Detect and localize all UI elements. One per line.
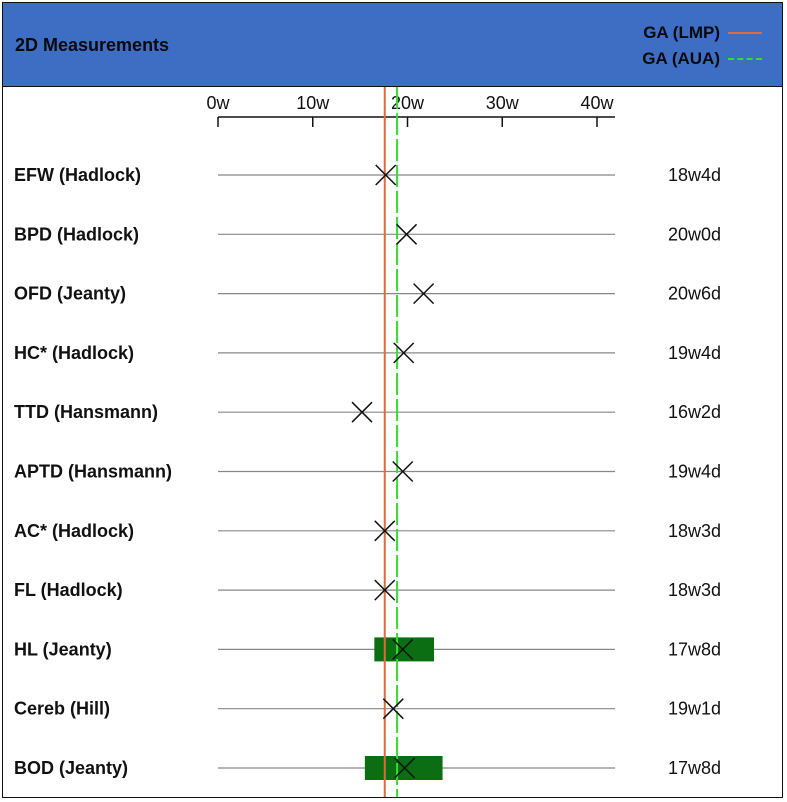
x-tick-label: 20w — [391, 93, 425, 113]
legend-swatch-aua — [728, 58, 762, 60]
marker-stroke — [392, 638, 414, 660]
marker-stroke — [413, 283, 435, 305]
row-value: 19w4d — [668, 462, 721, 482]
data-point-marker — [392, 460, 414, 483]
row-label: BPD (Hadlock) — [14, 224, 139, 244]
data-point-marker — [375, 164, 397, 186]
marker-stroke — [396, 223, 418, 245]
row-value: 19w4d — [668, 343, 721, 363]
marker-stroke — [392, 460, 414, 483]
row-label: TTD (Hansmann) — [14, 402, 158, 422]
legend-swatch-lmp — [728, 32, 762, 34]
data-point-marker — [413, 283, 435, 305]
range-bar — [374, 637, 435, 662]
data-point-marker — [374, 520, 396, 542]
legend-label-aua: GA (AUA) — [642, 49, 720, 68]
row-value: 18w3d — [668, 580, 721, 600]
row-label: APTD (Hansmann) — [14, 462, 172, 482]
data-point-marker — [374, 579, 396, 601]
marker-stroke — [374, 520, 396, 542]
legend-entry-lmp: GA (LMP) — [643, 23, 762, 43]
chart-title: 2D Measurements — [15, 35, 170, 55]
legend-entry-aua: GA (AUA) — [642, 49, 762, 69]
marker-stroke — [375, 164, 397, 186]
row-value: 17w8d — [668, 758, 721, 778]
row-value: 20w6d — [668, 284, 721, 304]
row-label: FL (Hadlock) — [14, 580, 123, 600]
data-point-marker — [396, 223, 418, 245]
chart-header: 2D Measurements GA (LMP) GA (AUA) — [3, 3, 782, 87]
marker-stroke — [382, 698, 404, 720]
data-point-marker — [351, 401, 373, 423]
row-value: 18w4d — [668, 165, 721, 185]
row-label: HC* (Hadlock) — [14, 343, 134, 363]
x-tick-label: 0w — [206, 93, 230, 113]
row-value: 16w2d — [668, 402, 721, 422]
row-label: AC* (Hadlock) — [14, 521, 134, 541]
row-label: Cereb (Hill) — [14, 699, 110, 719]
marker-stroke — [394, 757, 416, 779]
x-tick-label: 30w — [486, 93, 520, 113]
row-value: 19w1d — [668, 699, 721, 719]
marker-stroke — [374, 579, 396, 601]
row-value: 20w0d — [668, 224, 721, 244]
row-value: 17w8d — [668, 639, 721, 659]
marker-stroke — [351, 401, 373, 423]
row-label: OFD (Jeanty) — [14, 284, 126, 304]
row-label: EFW (Hadlock) — [14, 165, 141, 185]
row-value: 18w3d — [668, 521, 721, 541]
data-point-marker — [394, 757, 416, 779]
x-tick-label: 40w — [580, 93, 614, 113]
row-label: BOD (Jeanty) — [14, 758, 128, 778]
legend-label-lmp: GA (LMP) — [643, 23, 720, 42]
row-label: HL (Jeanty) — [14, 639, 112, 659]
x-tick-label: 10w — [296, 93, 330, 113]
data-point-marker — [393, 342, 415, 364]
data-point-marker — [382, 698, 404, 720]
marker-stroke — [393, 342, 415, 364]
data-point-marker — [392, 638, 414, 660]
